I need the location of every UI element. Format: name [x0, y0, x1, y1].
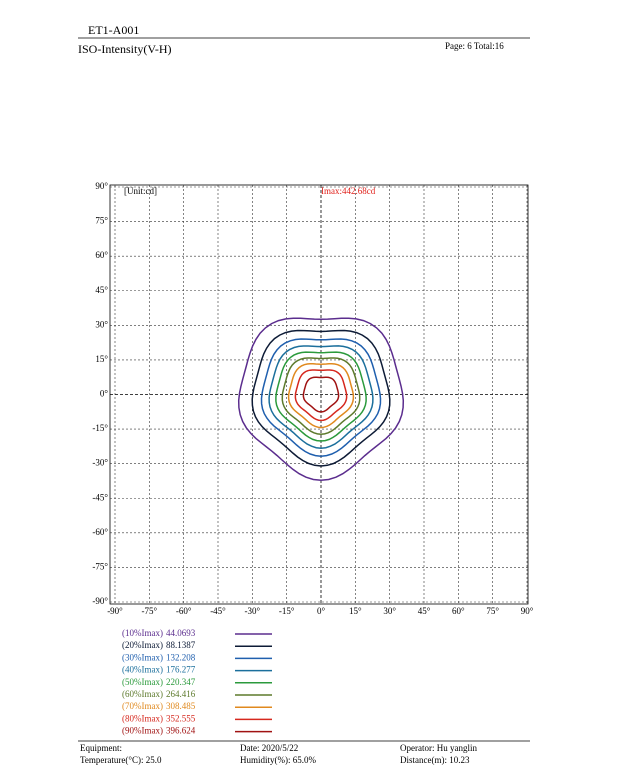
- x-tick-label: 90°: [521, 606, 534, 616]
- unit-label: [Unit:cd]: [124, 186, 157, 196]
- y-tick-label: 30°: [95, 319, 108, 329]
- iso-contour: [287, 363, 355, 429]
- x-tick-label: 60°: [452, 606, 465, 616]
- x-tick-label: -60°: [176, 606, 192, 616]
- y-tick-label: 45°: [95, 285, 108, 295]
- legend-entry: (80%Imax) 352.555: [122, 713, 196, 723]
- legend-value: 264.416: [166, 689, 196, 699]
- temperature: Temperature(°C): 25.0: [80, 755, 162, 765]
- distance: Distance(m): 10.23: [400, 755, 470, 765]
- y-tick-label: -75°: [92, 561, 108, 571]
- legend-entry: (70%Imax) 308.485: [122, 701, 196, 711]
- y-tick-label: -45°: [92, 492, 108, 502]
- legend-value: 132.208: [166, 652, 196, 662]
- imax-label: Imax:442.68cd: [321, 186, 376, 196]
- humidity: Humidity(%): 65.0%: [240, 755, 316, 765]
- y-tick-label: 15°: [95, 354, 108, 364]
- y-tick-label: -30°: [92, 458, 108, 468]
- y-tick-label: 60°: [95, 250, 108, 260]
- operator: Operator: Hu yanglin: [400, 743, 477, 753]
- legend-name: (20%Imax): [122, 640, 163, 650]
- legend-entry: (10%Imax) 44.0693: [122, 628, 196, 638]
- report-title: ET1-A001: [88, 23, 139, 37]
- legend-entry: (50%Imax) 220.347: [122, 677, 196, 687]
- x-tick-label: -45°: [210, 606, 226, 616]
- legend-name: (30%Imax): [122, 652, 163, 662]
- iso-contour: [294, 369, 348, 422]
- iso-contour: [281, 357, 361, 436]
- legend-name: (70%Imax): [122, 701, 163, 711]
- x-tick-label: 15°: [349, 606, 362, 616]
- iso-contour: [275, 351, 367, 442]
- x-tick-label: 0°: [317, 606, 326, 616]
- legend-value: 44.0693: [166, 628, 196, 638]
- iso-contour: [302, 376, 340, 413]
- iso-contour: [251, 329, 391, 467]
- y-tick-label: 0°: [100, 389, 109, 399]
- iso-contour: [268, 345, 374, 449]
- legend-name: (60%Imax): [122, 689, 163, 699]
- legend-value: 396.624: [166, 726, 196, 736]
- x-tick-label: 45°: [418, 606, 431, 616]
- legend-entry: (60%Imax) 264.416: [122, 689, 196, 699]
- legend-name: (50%Imax): [122, 677, 163, 687]
- y-tick-label: -60°: [92, 527, 108, 537]
- x-tick-label: -15°: [279, 606, 295, 616]
- x-tick-label: -75°: [142, 606, 158, 616]
- legend-value: 176.277: [166, 665, 196, 675]
- iso-contour: [237, 317, 405, 482]
- legend-entry: (40%Imax) 176.277: [122, 665, 196, 675]
- legend-name: (90%Imax): [122, 726, 163, 736]
- y-tick-label: -15°: [92, 423, 108, 433]
- y-tick-label: -90°: [92, 596, 108, 606]
- y-tick-label: 75°: [95, 216, 108, 226]
- y-tick-label: 90°: [95, 181, 108, 191]
- page-number: Page: 6 Total:16: [445, 41, 504, 51]
- legend-name: (80%Imax): [122, 713, 163, 723]
- legend-value: 88.1387: [166, 640, 196, 650]
- report-subtitle: ISO-Intensity(V-H): [78, 42, 172, 56]
- x-tick-label: 30°: [383, 606, 396, 616]
- x-tick-label: -30°: [245, 606, 261, 616]
- x-tick-label: 75°: [486, 606, 499, 616]
- date: Date: 2020/5/22: [240, 743, 298, 753]
- legend-name: (40%Imax): [122, 665, 163, 675]
- iso-contour: [260, 338, 382, 457]
- legend-entry: (30%Imax) 132.208: [122, 652, 196, 662]
- legend-entry: (90%Imax) 396.624: [122, 726, 196, 736]
- legend-value: 352.555: [166, 713, 196, 723]
- legend-value: 220.347: [166, 677, 196, 687]
- legend-name: (10%Imax): [122, 628, 163, 638]
- x-tick-label: -90°: [107, 606, 123, 616]
- legend-entry: (20%Imax) 88.1387: [122, 640, 196, 650]
- equipment: Equipment:: [80, 743, 122, 753]
- legend-value: 308.485: [166, 701, 196, 711]
